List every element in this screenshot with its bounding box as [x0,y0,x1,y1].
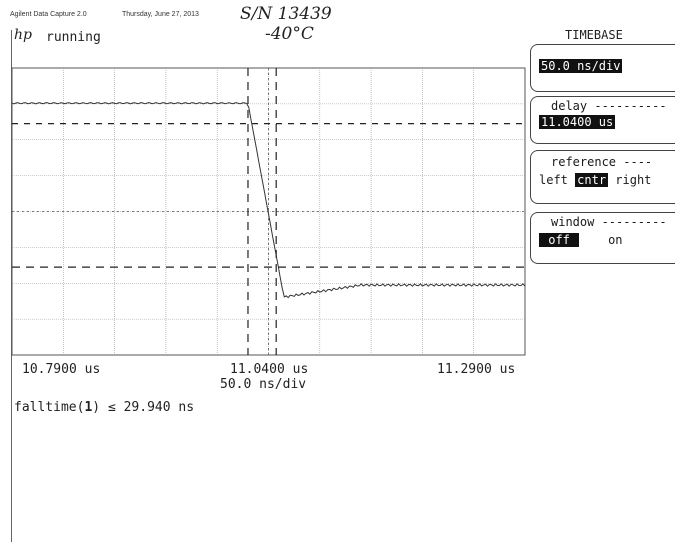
time-center-label: 11.0400 us [230,362,309,377]
hp-logo: hp [14,27,32,43]
measurement-name: falltime( [14,400,85,415]
measurement-channel: 1 [84,400,93,415]
time-right-label: 11.2900 us [437,362,516,377]
window-label: window --------- [551,215,667,229]
measurement-relation: ≤ [107,400,116,415]
delay-label-text: delay [551,99,588,113]
reference-label-text: reference [551,155,617,169]
window-on[interactable]: on [608,233,623,247]
delay-softkey[interactable]: delay ---------- 11.0400 us [530,96,675,144]
reference-softkey[interactable]: reference ---- left cntr right [530,150,675,204]
window-off[interactable]: off [539,233,580,247]
temperature-note: -40°C [265,24,314,44]
falltime-measurement: falltime(1) ≤ 29.940 ns [14,400,194,415]
delay-label: delay ---------- [551,99,667,113]
reference-left[interactable]: left [539,173,568,187]
waveform-trace [11,102,526,299]
delay-value[interactable]: 11.0400 us [539,115,616,129]
capture-date: Thursday, June 27, 2013 [122,11,199,18]
window-label-text: window [551,215,595,229]
window-options[interactable]: off on [539,233,623,247]
timebase-softkey[interactable]: 50.0 ns/div [530,44,675,92]
time-left-label: 10.7900 us [22,362,101,377]
measurement-close: ) [92,400,101,415]
time-per-div-label: 50.0 ns/div [220,377,307,392]
delay-value-text: 11.0400 us [539,115,616,129]
timebase-title: TIMEBASE [565,28,623,42]
window-softkey[interactable]: window --------- off on [530,212,675,264]
window-off-text: off [548,233,570,247]
reference-label: reference ---- [551,155,653,169]
run-status: running [46,30,101,45]
measurement-value: 29.940 ns [123,400,195,415]
timebase-value[interactable]: 50.0 ns/div [539,59,623,73]
serial-note: S/N 13439 [240,4,332,24]
app-title: Agilent Data Capture 2.0 [10,11,87,18]
reference-right[interactable]: right [615,173,652,187]
reference-options[interactable]: left cntr right [539,173,651,187]
reference-center[interactable]: cntr [575,173,609,187]
timebase-value-text: 50.0 ns/div [539,59,623,73]
